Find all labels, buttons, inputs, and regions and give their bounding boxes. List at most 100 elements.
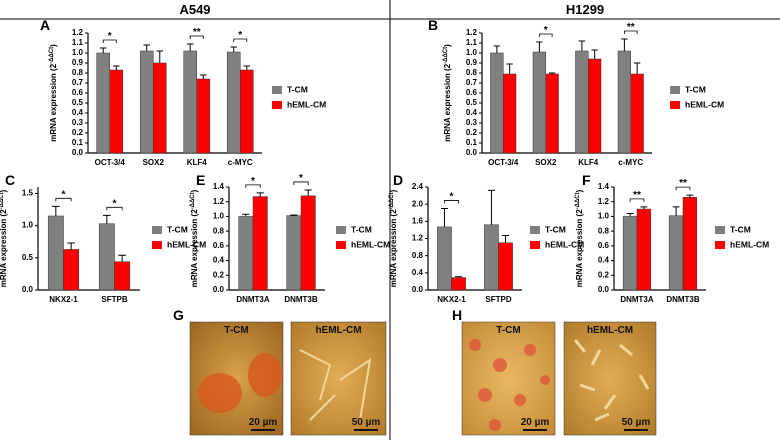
x-tick-label: OCT-3/4 [488,158,519,167]
y-axis-label-part: -ΔΔCt [0,192,5,209]
bar [47,215,64,291]
y-axis-label-part: ) [443,44,452,47]
legend-label: hEML-CM [167,239,206,249]
significance-bracket [55,197,72,202]
bar [98,223,115,291]
y-axis-label-part: -ΔΔCt [575,192,581,209]
error-bar [290,214,298,216]
y-axis-label-part: mRNA expression (2 [0,209,8,288]
micrographs [189,321,657,436]
legend-swatch [715,226,725,234]
y-axis-label: mRNA expression (2-ΔΔCt) [575,189,584,287]
bar [63,249,80,291]
y-tick-label: 0.7 [72,78,84,87]
panel-letter: B [428,17,438,33]
error-bar [230,46,237,52]
panel-letter: F [582,172,591,188]
cells [469,339,550,431]
y-tick-label: 0.2 [72,128,84,137]
bar [630,73,644,154]
scale-label: 50 µm [352,417,381,428]
y-tick-label: 0.5 [72,98,84,107]
cells [573,339,650,422]
error-bar [455,276,463,278]
y-axis-label-part: -ΔΔCt [443,47,449,64]
x-tick-label: KLF4 [187,158,208,167]
legend-swatch [715,241,725,249]
y-axis-label-part: -ΔΔCt [389,192,395,209]
bar [575,50,589,154]
y-axis-label: mRNA expression (2-ΔΔCt) [0,189,8,287]
y-tick-label: 1.5 [22,189,34,198]
image-title: hEML-CM [587,325,633,336]
bar [636,208,652,291]
significance-bracket [444,200,459,204]
y-tick-label: 1.2 [213,197,225,206]
legend-label: T-CM [730,224,751,234]
y-axis-label-part: ) [0,189,8,192]
error-bar [502,234,510,243]
y-axis-label-part: ) [190,189,199,192]
x-tick-label: OCT-3/4 [95,158,126,167]
x-tick-label: DNMT3A [620,295,654,304]
bar [617,50,631,154]
bar [490,52,504,154]
y-tick-label: 0.4 [213,256,225,265]
legend-label: T-CM [167,224,188,234]
y-tick-label: 0.8 [213,226,225,235]
y-tick-label: 1.2 [598,197,610,206]
y-tick-label: 0.4 [72,108,84,117]
image-title: hEML-CM [315,325,361,336]
y-tick-label: 0.6 [72,88,84,97]
error-bar [103,214,111,224]
y-tick-label: 0.8 [412,251,424,260]
y-tick-label: 1.1 [72,38,84,47]
y-axis-label-part: mRNA expression (2 [389,209,398,288]
significance-bracket [675,186,691,191]
y-tick-label: 0.8 [598,226,610,235]
significance-label: * [108,31,112,42]
legend-swatch [272,101,282,109]
legend-label: T-CM [685,84,706,94]
y-tick-label: 0.9 [72,58,84,67]
significance-bracket [629,198,645,202]
y-tick-label: 0.8 [466,68,478,77]
error-bar [536,41,543,52]
error-bar [626,212,634,217]
y-axis-label-part: mRNA expression (2 [575,209,584,288]
legend-label: T-CM [545,224,566,234]
x-tick-label: SOX2 [143,158,165,167]
y-axis-label: mRNA expression (2-ΔΔCt) [389,189,398,287]
cell [299,349,372,421]
bar [183,50,197,154]
error-bar [52,205,60,216]
error-bar [156,50,164,63]
y-axis-label: mRNA expression (2-ΔΔCt) [443,44,452,142]
error-bar [143,44,150,51]
significance-label: ** [633,190,641,201]
panel-letter: A [40,17,50,33]
legend-swatch [152,241,162,249]
bar [545,73,559,154]
panel-letter: E [196,172,205,188]
error-bar [186,43,194,51]
bar [484,224,499,291]
legend-label: T-CM [351,224,372,234]
error-bar [99,47,107,53]
legend-label: T-CM [287,84,308,94]
significance-bracket [538,33,553,37]
scale-label: 20 µm [521,417,550,428]
significance-label: * [62,189,66,200]
y-tick-label: 0.6 [466,88,478,97]
legend-swatch [272,86,282,94]
legend-swatch [670,101,680,109]
legend-label: hEML-CM [545,239,584,249]
significance-bracket [233,38,248,42]
y-axis-label-part: ) [49,44,58,47]
x-tick-label: KLF4 [578,158,599,167]
image-title: T-CM [496,325,520,336]
error-bar [67,242,75,250]
y-tick-label: 1.4 [598,182,610,191]
bar [238,216,254,291]
y-tick-label: 1.6 [412,216,424,225]
